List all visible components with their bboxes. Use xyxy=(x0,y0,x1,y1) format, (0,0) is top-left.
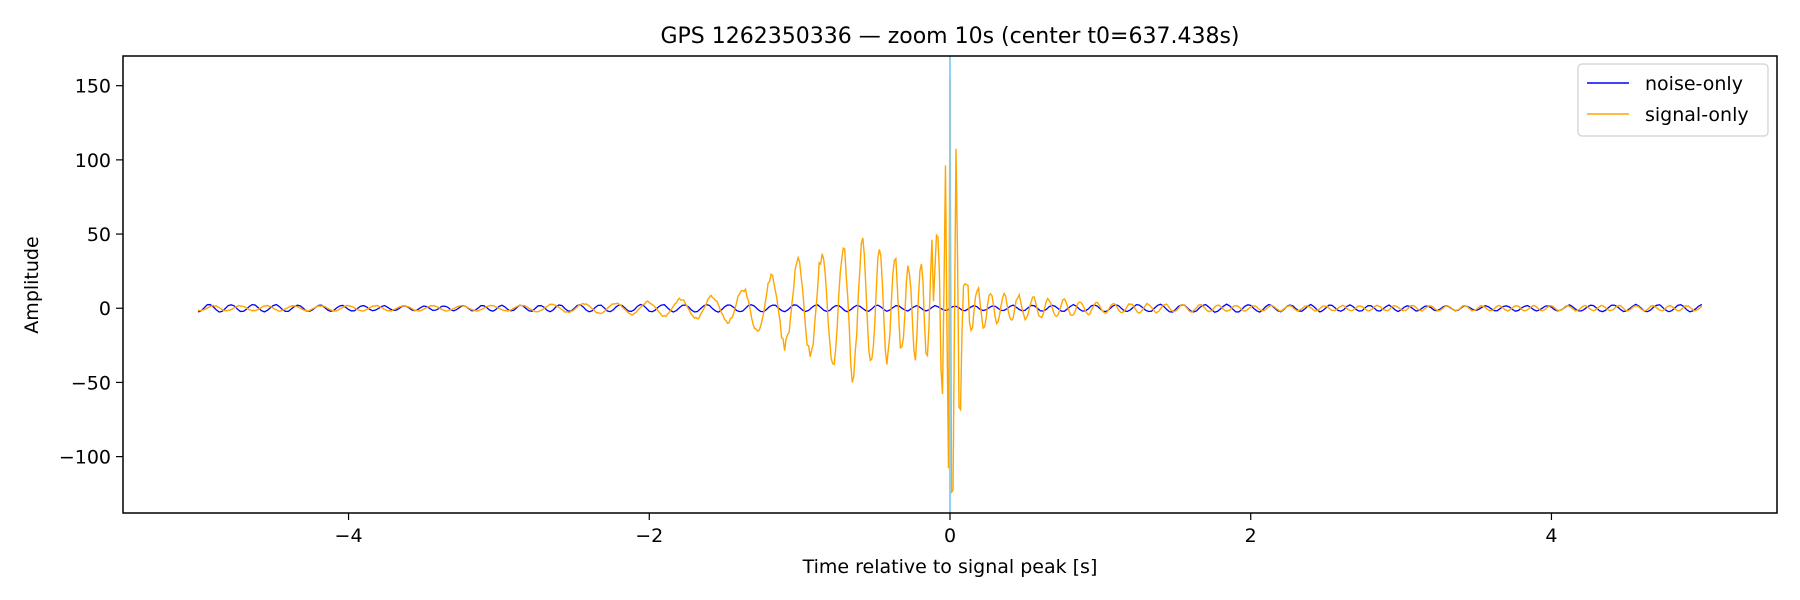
y-tick-label: 50 xyxy=(87,224,111,246)
y-axis-label: Amplitude xyxy=(21,236,43,333)
y-tick-label: −100 xyxy=(59,447,111,469)
legend-label-noise-only: noise-only xyxy=(1645,73,1743,95)
x-axis: −4 −2 0 2 4 xyxy=(335,513,1558,547)
y-tick-label: 150 xyxy=(75,76,111,98)
y-axis: 150 100 50 0 −50 −100 xyxy=(59,76,123,469)
y-tick-label: −50 xyxy=(71,372,111,394)
legend-label-signal-only: signal-only xyxy=(1645,104,1749,126)
legend: noise-only signal-only xyxy=(1577,63,1769,137)
x-tick-label: 4 xyxy=(1545,525,1557,547)
x-tick-label: −4 xyxy=(335,525,363,547)
x-tick-label: 2 xyxy=(1245,525,1257,547)
x-tick-label: 0 xyxy=(944,525,956,547)
x-axis-label: Time relative to signal peak [s] xyxy=(802,556,1098,578)
chart-title: GPS 1262350336 — zoom 10s (center t0=637… xyxy=(660,24,1239,49)
x-tick-label: −2 xyxy=(635,525,663,547)
y-tick-label: 100 xyxy=(75,150,111,172)
plot-area xyxy=(122,55,1778,514)
y-tick-label: 0 xyxy=(99,298,111,320)
legend-box xyxy=(1577,63,1769,137)
